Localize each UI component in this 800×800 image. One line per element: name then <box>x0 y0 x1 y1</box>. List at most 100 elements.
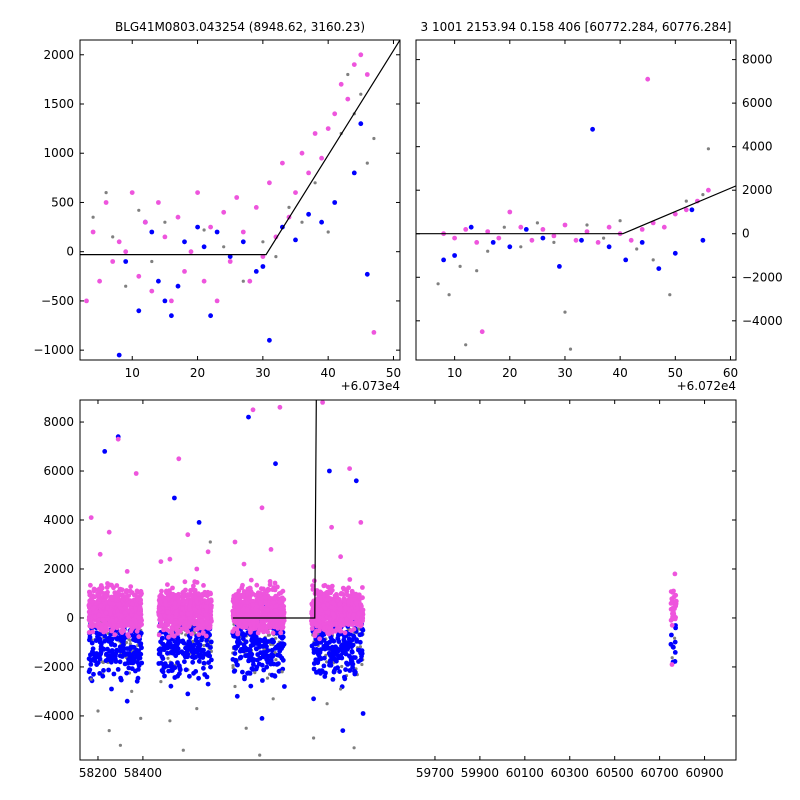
magenta-point <box>259 505 265 511</box>
grey-point <box>258 753 262 757</box>
x-tick-label: 30 <box>255 366 270 380</box>
magenta-point <box>167 556 173 562</box>
magenta-point <box>529 237 535 243</box>
x-tick: 20 <box>190 40 205 380</box>
magenta-point <box>227 259 233 264</box>
magenta-point <box>474 240 480 245</box>
blue-point <box>160 669 166 675</box>
blue-point <box>111 671 117 677</box>
magenta-point <box>133 592 139 598</box>
grey-point <box>563 310 567 314</box>
magenta-point <box>91 586 97 592</box>
magenta-point <box>185 532 191 538</box>
blue-point <box>208 639 214 645</box>
magenta-point <box>200 621 206 627</box>
blue-point <box>201 660 207 666</box>
magenta-point <box>606 224 612 230</box>
magenta-point <box>163 602 169 608</box>
blue-point <box>251 662 256 667</box>
blue-point <box>172 665 178 671</box>
magenta-point <box>278 621 284 627</box>
blue-point <box>639 240 645 245</box>
x-offset-label: +6.073e4 <box>341 379 400 393</box>
blue-point <box>334 658 339 664</box>
magenta-point <box>261 629 266 635</box>
blue-point <box>90 650 96 655</box>
blue-point <box>351 655 357 660</box>
magenta-point <box>208 224 214 230</box>
magenta-point <box>346 607 352 613</box>
magenta-point <box>198 592 204 598</box>
blue-point <box>240 669 245 675</box>
grey-point <box>684 199 688 203</box>
x-tick-label: 10 <box>125 366 140 380</box>
x-tick-label: 30 <box>557 366 572 380</box>
magenta-point <box>540 227 546 232</box>
blue-point <box>205 681 211 687</box>
grey-point <box>130 689 134 694</box>
blue-point <box>122 661 128 667</box>
grey-point <box>233 684 237 689</box>
x-tick-label: 60300 <box>551 766 589 780</box>
x-tick-label: 60700 <box>641 766 679 780</box>
blue-point <box>557 264 562 269</box>
grey-point <box>701 193 705 197</box>
magenta-point <box>198 596 204 602</box>
blue-point <box>183 667 189 673</box>
blue-point <box>357 639 363 645</box>
grey-point <box>358 645 362 649</box>
blue-point <box>490 240 496 245</box>
magenta-point <box>275 584 280 590</box>
blue-point <box>243 639 249 645</box>
blue-point <box>606 244 612 250</box>
magenta-point <box>203 621 209 626</box>
magenta-point <box>318 607 324 613</box>
x-tick-label: 58200 <box>79 766 117 780</box>
grey-point <box>111 235 115 239</box>
y-tick-label: 1500 <box>43 97 74 111</box>
blue-point <box>234 662 240 668</box>
y-tick: 4000 <box>43 513 736 527</box>
blue-point <box>129 655 135 660</box>
magenta-point <box>335 596 341 602</box>
grey-point <box>181 748 185 752</box>
magenta-point <box>165 591 171 596</box>
magenta-point <box>172 620 178 626</box>
blue-point <box>136 663 142 668</box>
magenta-point <box>164 627 170 633</box>
magenta-point <box>242 620 248 626</box>
magenta-point <box>105 605 110 611</box>
magenta-point <box>208 609 214 614</box>
magenta-point <box>97 551 103 557</box>
magenta-point <box>351 612 356 618</box>
blue-point <box>93 638 99 643</box>
blue-point <box>689 207 695 213</box>
blue-point <box>333 644 338 650</box>
blue-point <box>671 644 676 650</box>
blue-point <box>358 121 364 127</box>
blue-point <box>264 664 270 670</box>
magenta-point <box>240 582 245 588</box>
magenta-point <box>95 587 101 593</box>
magenta-point <box>327 625 333 631</box>
magenta-point <box>188 588 193 593</box>
blue-point <box>321 632 327 637</box>
model-line <box>416 185 736 235</box>
blue-point <box>161 647 167 653</box>
blue-point <box>263 649 269 655</box>
magenta-point <box>157 597 163 602</box>
magenta-point <box>162 234 168 240</box>
y-tick: 6000 <box>43 464 736 478</box>
magenta-point <box>332 593 338 599</box>
points <box>86 400 679 757</box>
magenta-point <box>98 603 104 609</box>
magenta-point <box>257 593 263 598</box>
y-tick: 2000 <box>416 183 773 197</box>
magenta-point <box>133 471 139 476</box>
magenta-point <box>103 593 109 599</box>
grey-point <box>312 736 316 740</box>
magenta-point <box>96 593 101 599</box>
title-right: 3 1001 2153.94 0.158 406 [60772.284, 607… <box>421 20 732 34</box>
grey-point <box>325 660 329 664</box>
blue-point <box>265 659 271 665</box>
